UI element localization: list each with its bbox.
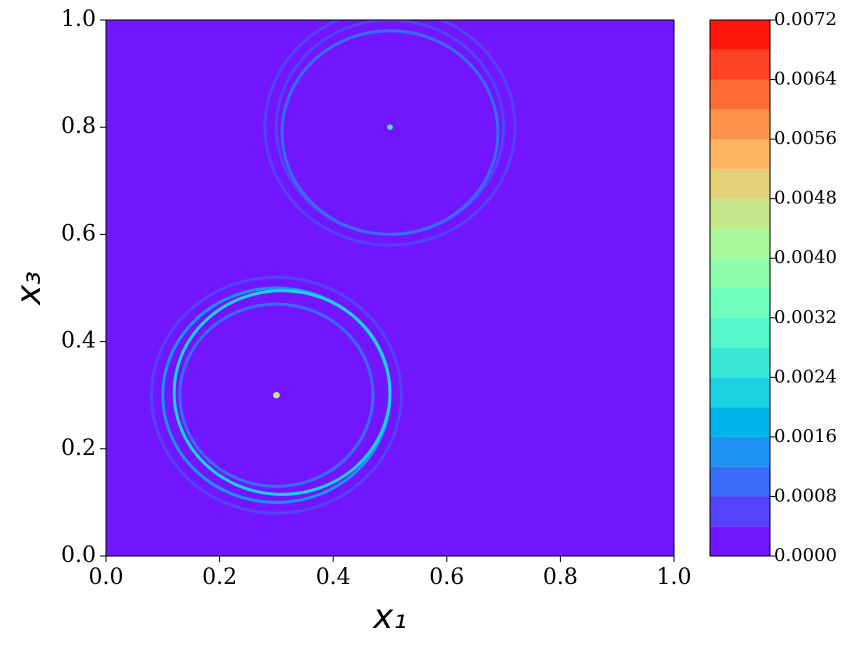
colorbar-band bbox=[710, 496, 770, 527]
colorbar-band bbox=[710, 228, 770, 259]
colorbar-band bbox=[710, 168, 770, 199]
y-tick-label: 0.6 bbox=[61, 221, 96, 246]
colorbar-frame bbox=[709, 19, 771, 557]
x-tick-label: 0.6 bbox=[429, 565, 464, 590]
colorbar-tick-label: 0.0000 bbox=[774, 545, 837, 566]
colorbar-tick-label: 0.0072 bbox=[774, 9, 837, 30]
background-level bbox=[106, 20, 674, 556]
colorbar-band bbox=[710, 407, 770, 437]
colorbar-band bbox=[710, 436, 770, 467]
ring bbox=[178, 302, 375, 488]
colorbar-tick-label: 0.0040 bbox=[774, 247, 837, 268]
ring bbox=[280, 29, 500, 236]
colorbar-band bbox=[710, 49, 770, 80]
colorbar-tick-label: 0.0024 bbox=[774, 366, 837, 387]
y-axis-label: x₃ bbox=[9, 271, 49, 306]
colorbar-band bbox=[710, 288, 770, 318]
x-axis-label: x₁ bbox=[372, 597, 407, 637]
ring bbox=[172, 289, 392, 496]
x-tick-label: 0.0 bbox=[89, 565, 124, 590]
plot-frame bbox=[105, 19, 675, 557]
colorbar-band bbox=[710, 526, 770, 556]
ring bbox=[149, 275, 403, 515]
colorbar-band bbox=[710, 377, 770, 408]
x-tick-label: 1.0 bbox=[657, 565, 692, 590]
y-tick-label: 0.0 bbox=[61, 543, 96, 568]
colorbar-band bbox=[710, 109, 770, 140]
colorbar-tick-label: 0.0056 bbox=[774, 128, 837, 149]
colorbar-band bbox=[710, 347, 770, 378]
y-tick-label: 0.4 bbox=[61, 329, 96, 354]
colorbar-tick-label: 0.0064 bbox=[774, 69, 837, 90]
x-tick-label: 0.2 bbox=[202, 565, 237, 590]
colorbar-tick-label: 0.0048 bbox=[774, 188, 837, 209]
colorbar-band bbox=[710, 466, 770, 497]
colorbar-band bbox=[710, 20, 770, 50]
y-tick-label: 1.0 bbox=[61, 7, 96, 32]
field bbox=[106, 20, 674, 556]
colorbar-band bbox=[710, 258, 770, 288]
hotspot bbox=[272, 391, 280, 399]
colorbar-band bbox=[710, 79, 770, 110]
x-tick-label: 0.8 bbox=[543, 565, 578, 590]
colorbar-tick-label: 0.0032 bbox=[774, 307, 837, 328]
colorbar-band bbox=[710, 198, 770, 229]
colorbar-tick-label: 0.0008 bbox=[774, 485, 837, 506]
hotspot bbox=[387, 124, 393, 130]
colorbar-band bbox=[710, 317, 770, 348]
colorbar-band bbox=[710, 139, 770, 169]
colorbar-tick-label: 0.0016 bbox=[774, 426, 837, 447]
y-tick-label: 0.8 bbox=[61, 114, 96, 139]
ring bbox=[263, 20, 517, 247]
y-tick-label: 0.2 bbox=[61, 436, 96, 461]
x-tick-label: 0.4 bbox=[316, 565, 351, 590]
